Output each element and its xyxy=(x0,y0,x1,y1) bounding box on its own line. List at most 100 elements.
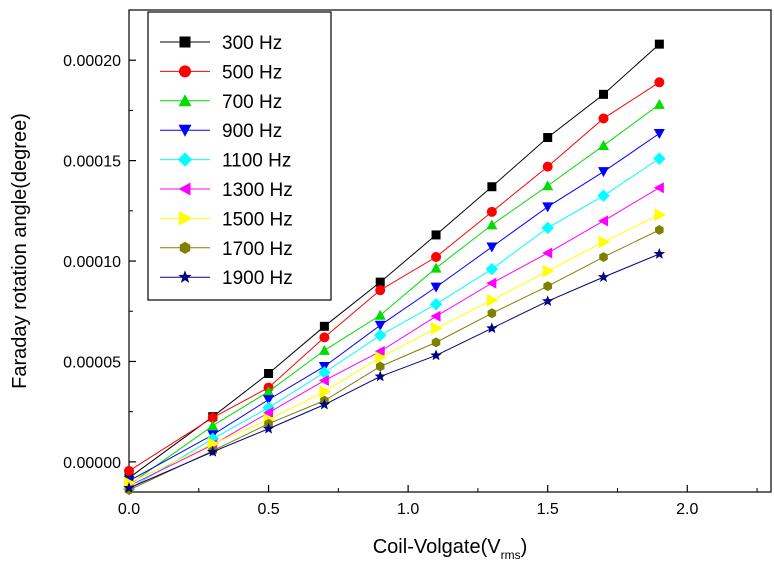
series-line xyxy=(128,81,660,472)
x-tick-label: 2.0 xyxy=(676,501,698,518)
series-line xyxy=(128,133,660,482)
plot-frame xyxy=(128,9,772,493)
legend-marker xyxy=(178,94,192,107)
data-point xyxy=(486,242,498,253)
data-point xyxy=(262,422,275,434)
data-point xyxy=(486,219,498,230)
data-point xyxy=(374,370,386,382)
series-line xyxy=(128,214,660,484)
data-point xyxy=(374,320,386,331)
data-point xyxy=(598,215,609,227)
data-point xyxy=(319,321,329,331)
data-point xyxy=(654,77,665,88)
data-point xyxy=(431,337,441,348)
data-point xyxy=(430,349,442,361)
legend-label: 1300 Hz xyxy=(222,180,293,201)
series-line xyxy=(128,253,660,489)
x-tick-label: 1.5 xyxy=(537,501,559,518)
data-point xyxy=(655,224,664,235)
series-line xyxy=(128,158,660,490)
data-point xyxy=(207,420,219,431)
x-tick-label: 1.0 xyxy=(397,501,419,518)
data-point xyxy=(485,262,499,276)
legend-box xyxy=(147,11,332,301)
data-point xyxy=(653,182,664,194)
legend-marker xyxy=(177,152,193,167)
y-tick-label: 0.00005 xyxy=(63,354,121,371)
x-axis-label-subscript: rms xyxy=(501,548,521,562)
legend-marker xyxy=(179,241,191,254)
series-line xyxy=(128,229,660,491)
data-point xyxy=(598,235,611,249)
data-point xyxy=(375,277,385,287)
x-axis-label-main: Coil-Volgate(V xyxy=(373,536,502,558)
data-point xyxy=(542,264,555,278)
series-line xyxy=(128,43,660,479)
legend-marker xyxy=(179,36,191,48)
legend-marker xyxy=(179,211,193,226)
data-point xyxy=(486,293,499,307)
data-point xyxy=(207,445,219,457)
legend-label: 1100 Hz xyxy=(222,151,291,172)
data-point xyxy=(124,465,134,476)
legend-marker xyxy=(179,65,191,78)
y-tick-label: 0.00000 xyxy=(63,455,121,472)
data-point xyxy=(429,298,443,311)
data-point xyxy=(487,182,497,192)
data-point xyxy=(207,412,218,423)
data-point xyxy=(430,310,441,322)
data-point xyxy=(486,206,497,217)
data-point xyxy=(431,230,441,240)
data-point xyxy=(599,252,608,262)
data-point xyxy=(543,133,553,143)
y-tick-label: 0.00020 xyxy=(63,53,121,70)
data-point xyxy=(654,208,666,222)
data-point xyxy=(486,277,497,289)
data-point xyxy=(598,140,610,151)
legend-label: 1700 Hz xyxy=(222,239,293,260)
x-axis-label-close: ) xyxy=(521,536,528,558)
data-point xyxy=(375,361,385,372)
data-point xyxy=(542,202,554,213)
legend-label: 900 Hz xyxy=(222,121,282,142)
data-point xyxy=(123,481,135,493)
data-point xyxy=(486,322,498,334)
data-point xyxy=(542,161,553,172)
data-point xyxy=(431,321,443,335)
data-point xyxy=(543,281,552,292)
legend-marker xyxy=(178,124,192,137)
data-point xyxy=(430,282,442,293)
series-1500-hz xyxy=(124,208,666,490)
y-tick-label: 0.00010 xyxy=(63,254,121,271)
data-point xyxy=(375,351,387,364)
data-point xyxy=(653,98,665,109)
data-point xyxy=(542,247,553,259)
legend-item: 1500 Hz xyxy=(160,209,293,230)
data-point xyxy=(541,295,554,307)
data-point xyxy=(374,329,387,342)
data-point xyxy=(654,39,664,49)
legend-label: 500 Hz xyxy=(222,62,282,83)
series-1900-hz xyxy=(123,248,666,493)
data-point xyxy=(541,221,554,235)
series-300-hz xyxy=(124,39,664,483)
data-point xyxy=(597,189,610,202)
x-axis-label: Coil-Volgate(Vrms) xyxy=(373,536,528,562)
data-point xyxy=(319,332,330,343)
y-tick-label: 0.00015 xyxy=(63,154,121,171)
data-point xyxy=(653,129,665,140)
series-layer xyxy=(122,39,666,496)
data-point xyxy=(318,398,331,410)
legend-item: 700 Hz xyxy=(160,92,282,113)
data-point xyxy=(598,113,609,124)
data-point xyxy=(374,345,385,357)
legend-item: 1300 Hz xyxy=(160,180,293,201)
data-point xyxy=(542,180,554,191)
axes: 0.0 0.5 1.0 1.5 2.0 0.00000 0.00005 0.00010 0.00… xyxy=(63,53,758,518)
legend-item: 1100 Hz xyxy=(160,151,291,172)
legend-label: 1500 Hz xyxy=(222,209,293,230)
data-point xyxy=(653,248,666,259)
y-axis-label: Faraday rotation angle(degree) xyxy=(9,113,31,389)
series-line xyxy=(128,103,660,486)
